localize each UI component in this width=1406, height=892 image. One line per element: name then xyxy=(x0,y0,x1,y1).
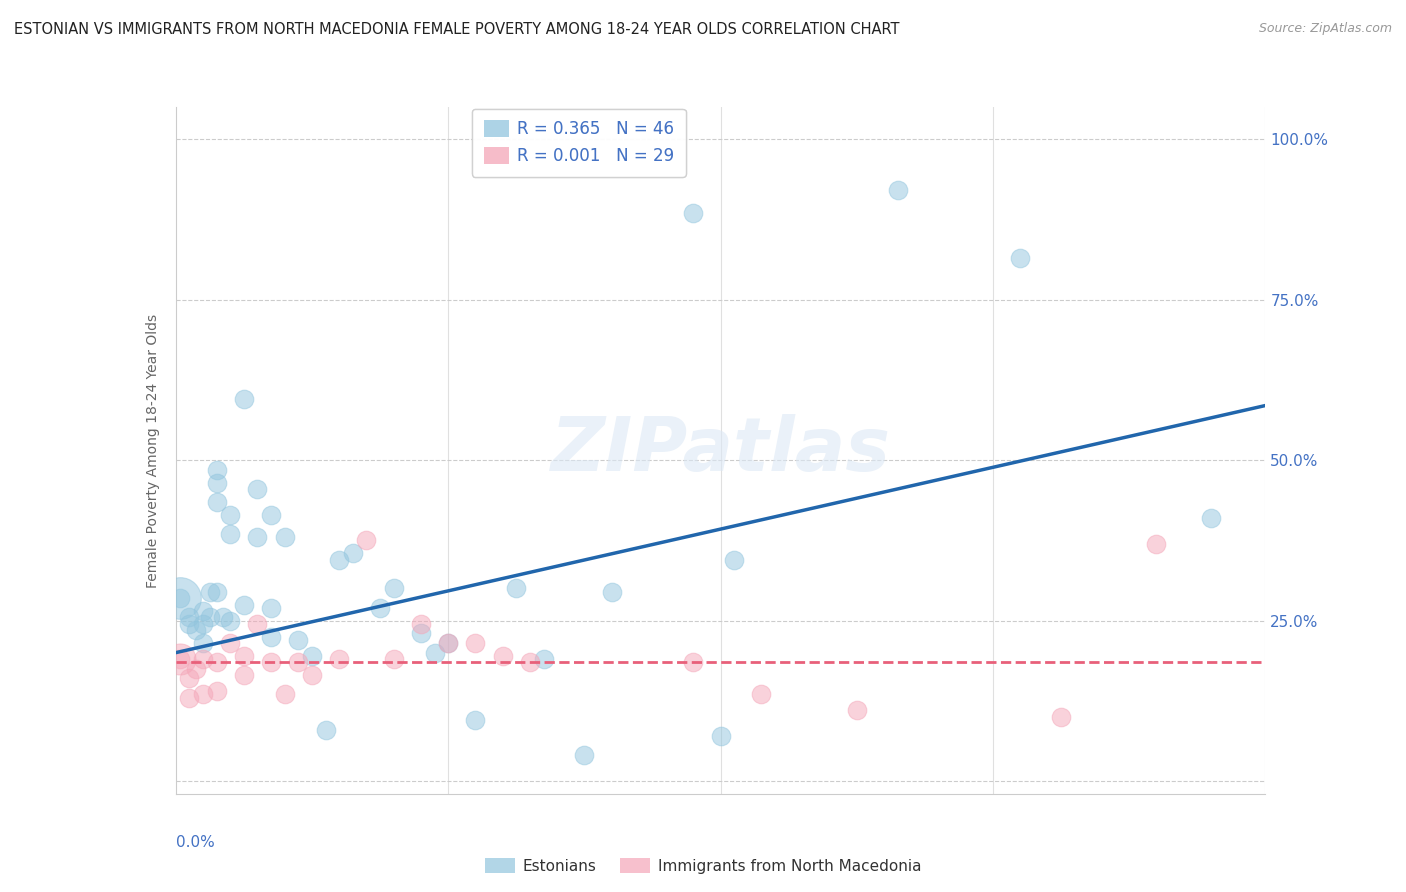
Point xyxy=(519,655,541,669)
Point xyxy=(260,600,283,615)
Point xyxy=(437,636,460,650)
Point xyxy=(169,652,191,666)
Point xyxy=(492,648,515,663)
Point xyxy=(260,655,283,669)
Point xyxy=(246,616,269,631)
Point xyxy=(505,582,527,596)
Point xyxy=(682,655,704,669)
Point xyxy=(191,652,214,666)
Point xyxy=(342,546,364,560)
Point xyxy=(328,652,350,666)
Point xyxy=(198,610,221,624)
Point xyxy=(191,604,214,618)
Point xyxy=(232,392,254,406)
Point xyxy=(219,508,242,522)
Point xyxy=(232,648,254,663)
Point xyxy=(198,584,221,599)
Point xyxy=(169,652,191,666)
Y-axis label: Female Poverty Among 18-24 Year Olds: Female Poverty Among 18-24 Year Olds xyxy=(146,313,160,588)
Point xyxy=(205,495,228,509)
Point xyxy=(191,636,214,650)
Point xyxy=(219,636,242,650)
Point xyxy=(682,206,704,220)
Point xyxy=(315,723,337,737)
Text: Source: ZipAtlas.com: Source: ZipAtlas.com xyxy=(1258,22,1392,36)
Point xyxy=(1050,710,1073,724)
Point xyxy=(356,533,378,548)
Point xyxy=(179,616,201,631)
Point xyxy=(533,652,555,666)
Point xyxy=(232,668,254,682)
Point xyxy=(205,684,228,698)
Point xyxy=(382,652,405,666)
Point xyxy=(751,687,773,701)
Point xyxy=(179,610,201,624)
Point xyxy=(179,671,201,685)
Point xyxy=(219,527,242,541)
Point xyxy=(205,655,228,669)
Point xyxy=(186,623,208,637)
Point xyxy=(1144,536,1167,550)
Point xyxy=(886,184,908,198)
Point xyxy=(464,713,486,727)
Legend: Estonians, Immigrants from North Macedonia: Estonians, Immigrants from North Macedon… xyxy=(478,852,928,880)
Point xyxy=(274,687,297,701)
Point xyxy=(246,482,269,496)
Legend: R = 0.365   N = 46, R = 0.001   N = 29: R = 0.365 N = 46, R = 0.001 N = 29 xyxy=(472,109,686,177)
Text: 0.0%: 0.0% xyxy=(176,835,215,850)
Point xyxy=(723,552,745,566)
Point xyxy=(219,614,242,628)
Point xyxy=(1199,511,1222,525)
Point xyxy=(191,616,214,631)
Point xyxy=(423,646,446,660)
Point xyxy=(301,648,323,663)
Point xyxy=(287,655,309,669)
Point xyxy=(260,630,283,644)
Point xyxy=(409,616,432,631)
Point xyxy=(246,530,269,544)
Point xyxy=(464,636,486,650)
Point xyxy=(169,591,191,606)
Point xyxy=(260,508,283,522)
Point xyxy=(179,690,201,705)
Point xyxy=(287,632,309,647)
Point xyxy=(205,463,228,477)
Point xyxy=(232,598,254,612)
Point xyxy=(205,584,228,599)
Point xyxy=(301,668,323,682)
Text: ESTONIAN VS IMMIGRANTS FROM NORTH MACEDONIA FEMALE POVERTY AMONG 18-24 YEAR OLDS: ESTONIAN VS IMMIGRANTS FROM NORTH MACEDO… xyxy=(14,22,900,37)
Point xyxy=(382,582,405,596)
Point xyxy=(710,729,733,743)
Point xyxy=(1010,251,1032,265)
Point xyxy=(328,552,350,566)
Point xyxy=(368,600,391,615)
Point xyxy=(274,530,297,544)
Point xyxy=(409,626,432,640)
Point xyxy=(191,687,214,701)
Text: ZIPatlas: ZIPatlas xyxy=(551,414,890,487)
Point xyxy=(212,610,235,624)
Point xyxy=(205,475,228,490)
Point xyxy=(169,591,191,606)
Point xyxy=(437,636,460,650)
Point xyxy=(186,662,208,676)
Point xyxy=(845,703,868,717)
Point xyxy=(574,748,596,763)
Point xyxy=(600,584,623,599)
